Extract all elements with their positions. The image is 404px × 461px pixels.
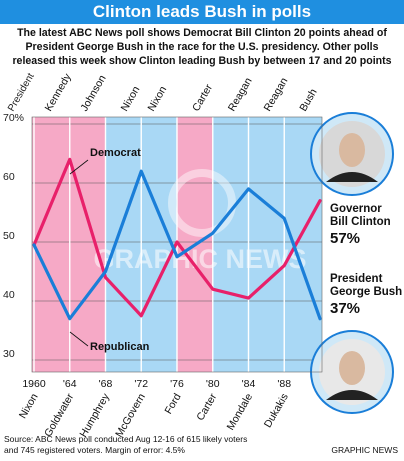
chart-title: Clinton leads Bush in polls <box>92 2 312 21</box>
source-line-2: and 745 registered voters. Margin of err… <box>4 445 185 455</box>
endpoint-text: Bill Clinton <box>330 216 391 228</box>
chart-subtitle: The latest ABC News poll shows Democrat … <box>12 27 392 67</box>
president-label: Kennedy <box>43 71 74 114</box>
president-label: Johnson <box>78 73 108 114</box>
watermark: GRAPHIC NEWS <box>93 244 306 274</box>
president-label: Carter <box>190 82 215 114</box>
x-tick-label: '76 <box>170 378 184 390</box>
y-tick-label: 70% <box>3 112 24 124</box>
plot-border <box>31 116 323 373</box>
democrat-leader <box>69 159 89 175</box>
source-line-1: Source: ABC News poll conducted Aug 12-1… <box>4 434 248 444</box>
title-bar: Clinton leads Bush in polls <box>0 0 404 24</box>
y-tick-label: 60 <box>3 171 15 183</box>
president-label: Nixon <box>119 84 143 113</box>
y-tick-label: 30 <box>3 348 15 360</box>
candidate-label: Dukakis <box>262 392 291 430</box>
y-tick-label: 50 <box>3 230 15 242</box>
source-note: Source: ABC News poll conducted Aug 12-1… <box>4 434 304 456</box>
x-tick-label: 1960 <box>22 378 46 390</box>
president-label: Reagan <box>226 76 255 114</box>
x-tick-label: '84 <box>242 378 256 390</box>
president-label: Nixon <box>145 84 169 113</box>
candidate-label: Ford <box>162 391 183 416</box>
x-tick-label: '64 <box>63 378 77 390</box>
candidate-label: Mondale <box>225 391 256 432</box>
candidate-label: Goldwater <box>42 391 77 439</box>
party-band <box>212 117 322 372</box>
endpoint-text: President <box>330 273 383 285</box>
democrat-label: Democrat <box>90 147 141 159</box>
president-axis-label: President <box>6 71 37 113</box>
x-tick-label: '80 <box>206 378 220 390</box>
x-tick-label: '68 <box>99 378 113 390</box>
president-label: Bush <box>297 87 319 114</box>
x-tick-label: '88 <box>277 378 291 390</box>
bush-photo-face <box>339 351 365 385</box>
republican-leader <box>69 331 89 347</box>
endpoint-text: Governor <box>330 203 382 215</box>
clinton-photo-face <box>339 133 365 167</box>
candidate-label: Nixon <box>17 391 41 420</box>
endpoint-text: 37% <box>330 300 360 317</box>
republican-label: Republican <box>90 341 150 353</box>
x-tick-label: '72 <box>134 378 148 390</box>
candidate-label: McGovern <box>113 391 148 439</box>
endpoint-text: 57% <box>330 230 360 247</box>
candidate-label: Humphrey <box>77 391 112 440</box>
candidate-label: Carter <box>194 391 219 423</box>
endpoint-text: George Bush <box>330 286 402 298</box>
president-label: Reagan <box>262 76 291 114</box>
clinton-photo-shoulders <box>326 172 378 182</box>
watermark-logo <box>168 169 236 237</box>
y-tick-label: 40 <box>3 289 15 301</box>
bush-photo-shoulders <box>326 390 378 400</box>
credit: GRAPHIC NEWS <box>331 445 398 455</box>
